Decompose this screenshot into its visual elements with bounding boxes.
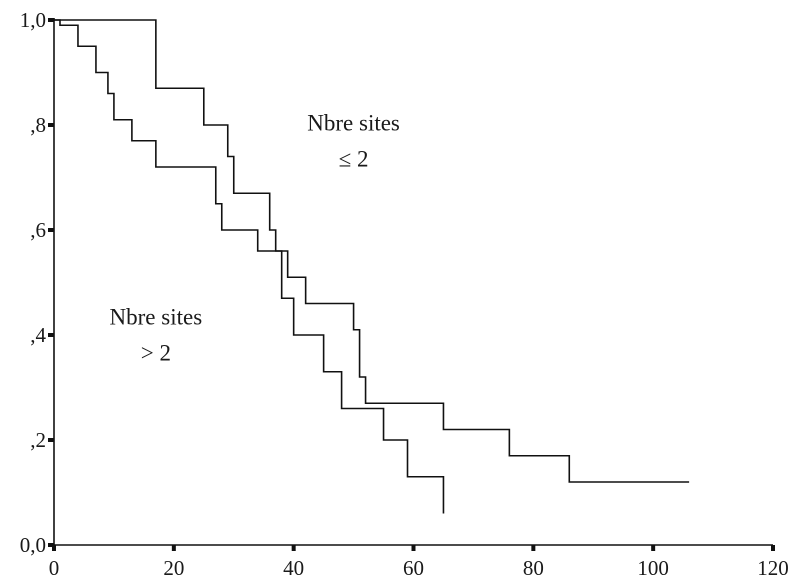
y-tick-label: ,4 bbox=[30, 323, 46, 347]
x-tick-label: 60 bbox=[403, 556, 424, 580]
axis-ticks: 0 20 40 60 80 100 120 0,0 ,2 ,4 ,6 ,8 1,0 bbox=[20, 8, 789, 580]
x-tick-label: 40 bbox=[283, 556, 304, 580]
x-tick-label: 120 bbox=[757, 556, 789, 580]
x-tick-label: 20 bbox=[163, 556, 184, 580]
annotation-2-line-2: > 2 bbox=[141, 341, 171, 366]
annotation-1-line-1: Nbre sites bbox=[307, 110, 400, 135]
x-tick-label: 80 bbox=[523, 556, 544, 580]
x-tick-label: 100 bbox=[637, 556, 669, 580]
annotation-2-line-1: Nbre sites bbox=[110, 305, 203, 330]
annotations: Nbre sites ≤ 2 Nbre sites > 2 bbox=[110, 110, 400, 365]
series-group bbox=[54, 19, 690, 514]
series-1-line bbox=[54, 19, 690, 483]
x-tick-label: 0 bbox=[49, 556, 60, 580]
y-tick-label: ,8 bbox=[30, 113, 46, 137]
annotation-1-line-2: ≤ 2 bbox=[339, 146, 369, 171]
y-tick-label: ,6 bbox=[30, 218, 46, 242]
y-tick-label: 0,0 bbox=[20, 533, 46, 557]
y-tick-label: ,2 bbox=[30, 428, 46, 452]
y-tick-label: 1,0 bbox=[20, 8, 46, 32]
series-2-line bbox=[54, 19, 445, 514]
